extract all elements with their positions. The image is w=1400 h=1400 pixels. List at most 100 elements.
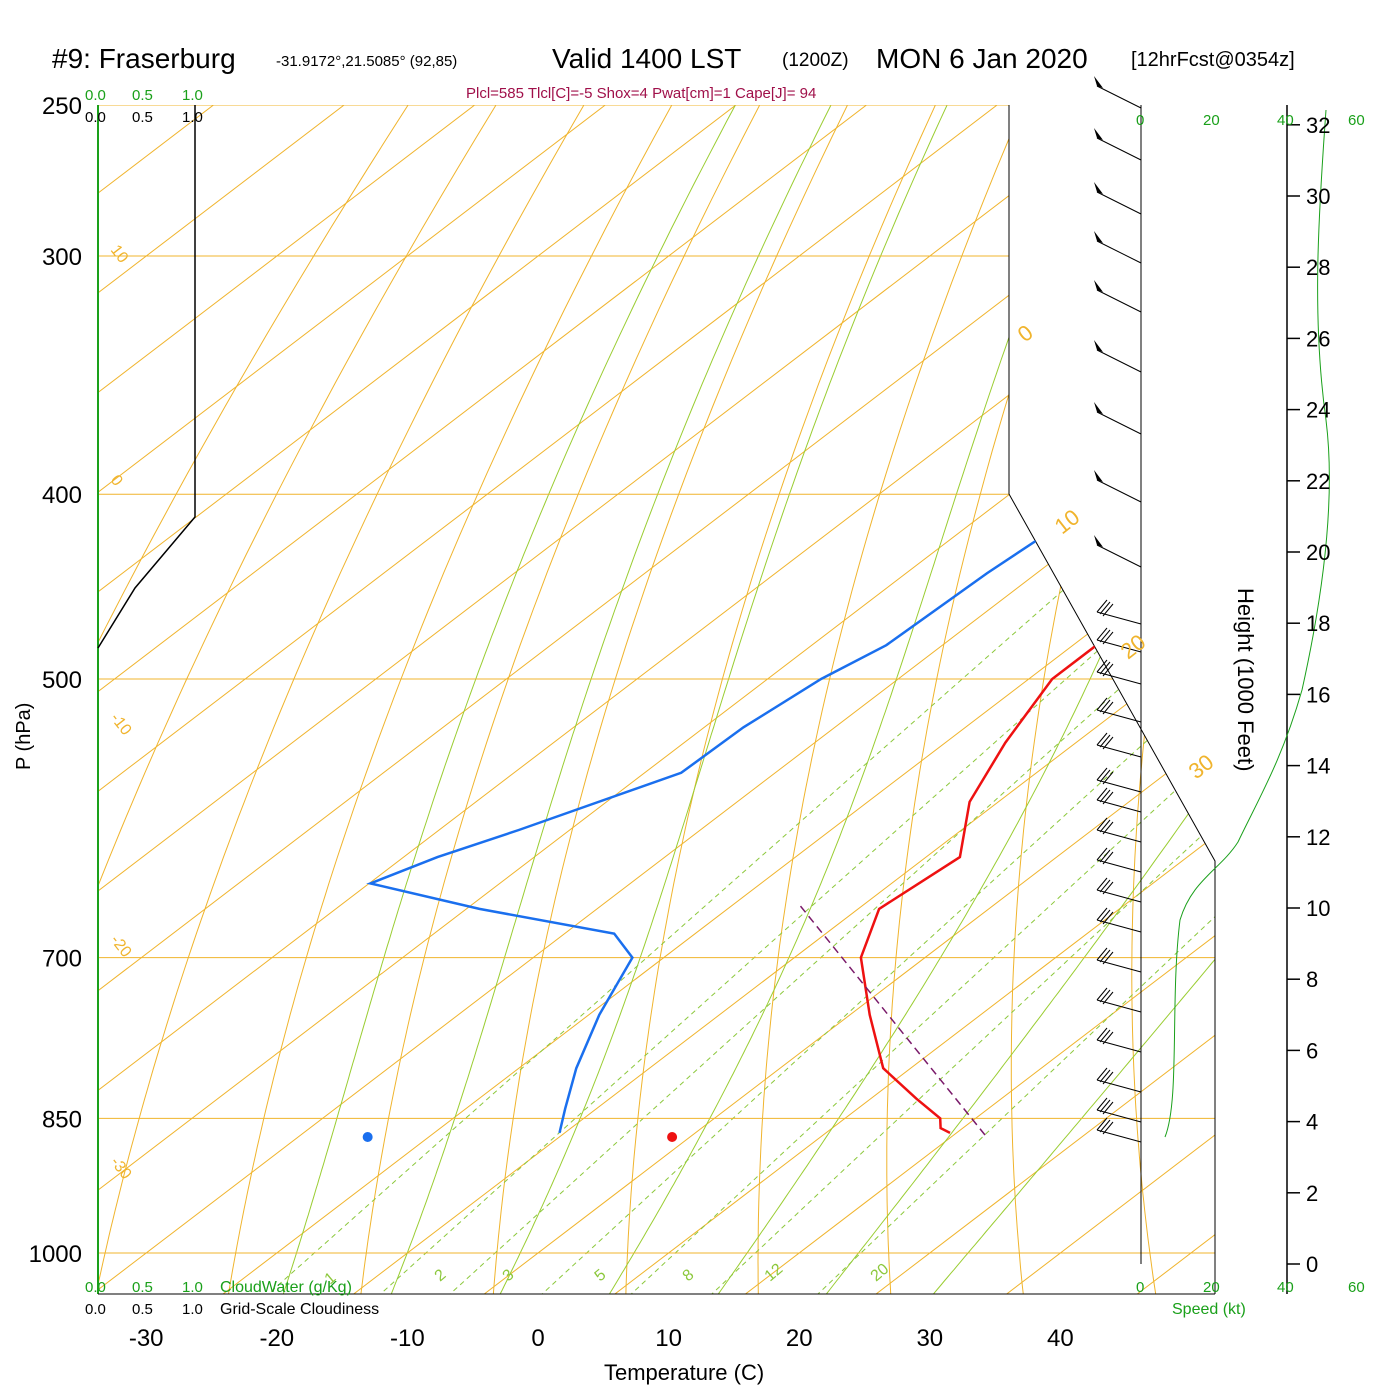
dry-adiabat-line: [98, 105, 518, 1294]
wind-barb-feather: [1102, 821, 1114, 835]
wind-barb-feather: [1102, 991, 1114, 1005]
height-tick-label: 4: [1306, 1110, 1318, 1135]
mixing-ratio-label: 2: [432, 1266, 450, 1285]
wind-barb-feather: [1102, 603, 1114, 617]
dry-adiabat-line: [1010, 105, 1213, 1294]
wind-barb-pennant: [1094, 470, 1103, 482]
cloudiness-tick-top: 0.0: [85, 109, 106, 126]
isotherm-line: [555, 105, 1215, 1294]
mixing-ratio-line: [217, 493, 1173, 1294]
isotherm-line: [98, 105, 1215, 1294]
station-coords: -31.9172°,21.5085° (92,85): [276, 53, 457, 70]
mixing-ratio-label: 8: [680, 1266, 698, 1285]
temperature-tick-label: 40: [1047, 1325, 1074, 1352]
wind-barb: [1096, 799, 1142, 813]
isotherm-label: 20: [1116, 629, 1151, 664]
height-tick-label: 0: [1306, 1252, 1318, 1277]
dry-adiabat-line: [757, 105, 1039, 1294]
wind-barb: [1096, 411, 1142, 435]
wind-barbs: [1094, 76, 1142, 1143]
wind-barb-feather: [1099, 1119, 1111, 1133]
wind-barb-pennant: [1094, 402, 1103, 414]
wind-barb-feather: [1102, 1101, 1114, 1115]
height-tick-label: 30: [1306, 184, 1330, 209]
mixing-ratio-line: [399, 493, 1215, 1294]
station-title: #9: Fraserburg: [52, 43, 236, 74]
wind-barb-feather: [1102, 631, 1114, 645]
cloudwater-tick-bottom: 1.0: [182, 1279, 203, 1296]
isotherm-line: [98, 105, 650, 1294]
dry-adiabat-line: [624, 105, 952, 1294]
wind-barb-feather: [1096, 697, 1108, 711]
temperature-profile: [859, 105, 1215, 1135]
mixing-ratio-label: 12: [762, 1261, 787, 1286]
height-tick-label: 10: [1306, 896, 1330, 921]
moist-adiabat-line: [790, 105, 1215, 1294]
wind-barb-pennant: [1094, 280, 1103, 292]
isotherm-line: [98, 105, 781, 1294]
wind-barb-feather: [1099, 789, 1111, 803]
temperature-tick-label: -30: [129, 1325, 164, 1352]
wind-barb-pennant: [1094, 340, 1103, 352]
valid-time: Valid 1400 LST: [552, 43, 741, 74]
isotherm-line: [98, 105, 389, 1294]
temperature-axis-title: Temperature (C): [604, 1360, 764, 1385]
height-axis-title: Height (1000 Feet): [1233, 588, 1258, 771]
wind-barb-pennant: [1094, 231, 1103, 243]
dry-adiabat-line: [489, 105, 865, 1294]
wind-barb-feather: [1099, 989, 1111, 1003]
wind-barb: [1096, 889, 1142, 903]
wind-barb-feather: [1102, 1121, 1114, 1135]
cloudwater-tick-top: 0.5: [132, 87, 153, 104]
isotherm-line: [685, 105, 1215, 1294]
wind-barb: [1096, 671, 1142, 685]
wind-barb-feather: [1096, 987, 1108, 1001]
wind-barb-feather: [1102, 1071, 1114, 1085]
wind-barb: [1096, 779, 1142, 793]
wind-barb: [1096, 999, 1142, 1013]
wind-barb-pennant: [1094, 76, 1103, 88]
temperature-tick-label: -10: [390, 1325, 425, 1352]
wind-barb: [1096, 1039, 1142, 1053]
wind-barb: [1096, 709, 1142, 723]
isotherm-line: [98, 105, 912, 1294]
pressure-tick-label: 250: [42, 93, 82, 120]
cloudwater-tick-bottom: 0.0: [85, 1279, 106, 1296]
wind-barb-feather: [1102, 911, 1114, 925]
wind-barb-feather: [1096, 767, 1108, 781]
isotherm-label: 0: [1013, 320, 1038, 347]
valid-utc: (1200Z): [782, 50, 849, 71]
mixing-ratio-line: [770, 493, 1215, 1294]
moist-adiabat-line: [267, 105, 755, 1294]
wind-barb-feather: [1099, 1029, 1111, 1043]
valid-date: MON 6 Jan 2020: [876, 43, 1088, 74]
dry-adiabat-line: [98, 105, 605, 1294]
wind-barb-feather: [1096, 907, 1108, 921]
wind-barb-pennant: [1094, 182, 1103, 194]
temperature-tick-label: 30: [916, 1325, 943, 1352]
isotherm-line: [424, 105, 1215, 1294]
wind-barb: [1096, 191, 1142, 215]
isotherm-line: [816, 105, 1215, 1294]
stability-indices: Plcl=585 Tlcl[C]=-5 Shox=4 Pwat[cm]=1 Ca…: [466, 85, 816, 102]
wind-barb-feather: [1099, 699, 1111, 713]
wind-barb-feather: [1099, 661, 1111, 675]
wind-barb-feather: [1099, 769, 1111, 783]
wind-barb: [1096, 1129, 1142, 1143]
pressure-tick-label: 300: [42, 244, 82, 271]
height-tick-label: 22: [1306, 469, 1330, 494]
plot-frame: [97, 105, 1330, 1295]
isotherm-line: [98, 105, 1042, 1294]
wind-barb-feather: [1102, 771, 1114, 785]
dry-adiabat-line: [1362, 71, 1400, 1339]
wind-barb-feather: [1096, 1117, 1108, 1131]
wind-barb-feather: [1102, 851, 1114, 865]
wind-barb-feather: [1096, 627, 1108, 641]
wind-barb-feather: [1096, 947, 1108, 961]
speed-tick-top: 60: [1348, 112, 1365, 129]
wind-barb-feather: [1099, 849, 1111, 863]
mixing-ratio-line: [663, 493, 1215, 1294]
wind-barb-feather: [1102, 881, 1114, 895]
